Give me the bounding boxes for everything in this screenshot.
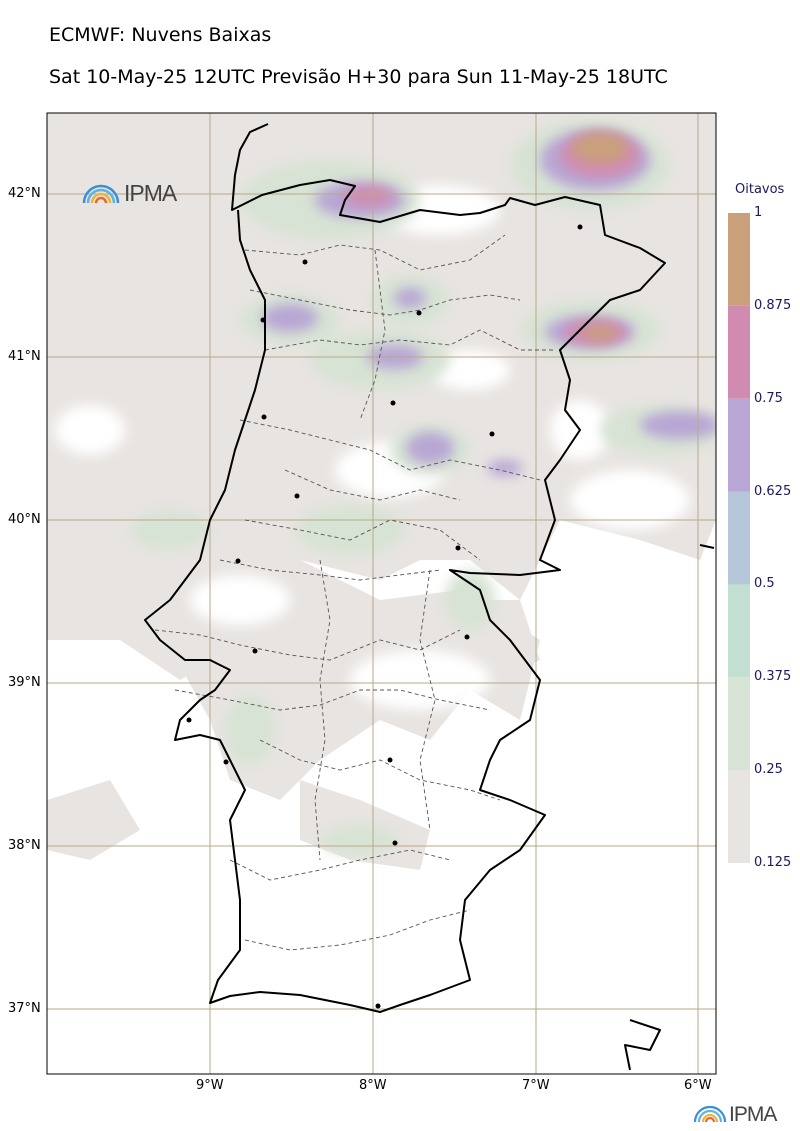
city-markers bbox=[186, 224, 583, 1009]
colorbar-tick-label: 0.375 bbox=[754, 669, 792, 685]
colorbar-tick-label: 1 bbox=[754, 205, 763, 220]
colorbar-tick-label: 0.75 bbox=[754, 390, 783, 406]
ipma-logo-bottom-text: IPMA bbox=[729, 1103, 777, 1126]
colorbar-tick-label: 0.5 bbox=[754, 576, 775, 592]
lat-label: 40°N bbox=[8, 512, 41, 527]
plot-frame bbox=[46, 112, 717, 1075]
colorbar-tick-label: 0.125 bbox=[754, 855, 792, 870]
map-subtitle: Sat 10-May-25 12UTC Previsão H+30 para S… bbox=[49, 66, 668, 88]
colorbar-segment bbox=[728, 398, 750, 492]
lon-label: 9°W bbox=[196, 1078, 224, 1093]
colorbar-segment bbox=[728, 770, 750, 863]
lat-label: 38°N bbox=[8, 838, 41, 853]
colorbar-segment bbox=[728, 305, 750, 399]
graticule bbox=[47, 113, 716, 1074]
colorbar-tick-label: 0.25 bbox=[754, 762, 783, 778]
ipma-logo-bottom-icon bbox=[693, 1105, 727, 1123]
lat-label: 42°N bbox=[8, 186, 41, 201]
colorbar-segment bbox=[728, 677, 750, 771]
colorbar-segment bbox=[728, 213, 750, 306]
lon-label: 8°W bbox=[359, 1078, 387, 1093]
coastline bbox=[144, 123, 715, 1071]
lat-label: 37°N bbox=[8, 1001, 41, 1016]
colorbar-tick-label: 0.625 bbox=[754, 483, 792, 499]
map-title: ECMWF: Nuvens Baixas bbox=[49, 24, 272, 46]
colorbar-segment bbox=[728, 491, 750, 585]
colorbar-segment bbox=[728, 584, 750, 678]
ipma-logo-text: IPMA bbox=[124, 180, 177, 206]
district-boundaries bbox=[154, 234, 555, 951]
colorbar-title: Oitavos bbox=[735, 182, 785, 197]
colorbar-tick-label: 0.875 bbox=[754, 297, 792, 313]
ipma-logo-icon bbox=[82, 184, 120, 204]
lat-label: 41°N bbox=[8, 349, 41, 364]
lon-label: 6°W bbox=[684, 1078, 712, 1093]
lat-label: 39°N bbox=[8, 675, 41, 690]
lon-label: 7°W bbox=[522, 1078, 550, 1093]
colorbar bbox=[728, 213, 750, 863]
